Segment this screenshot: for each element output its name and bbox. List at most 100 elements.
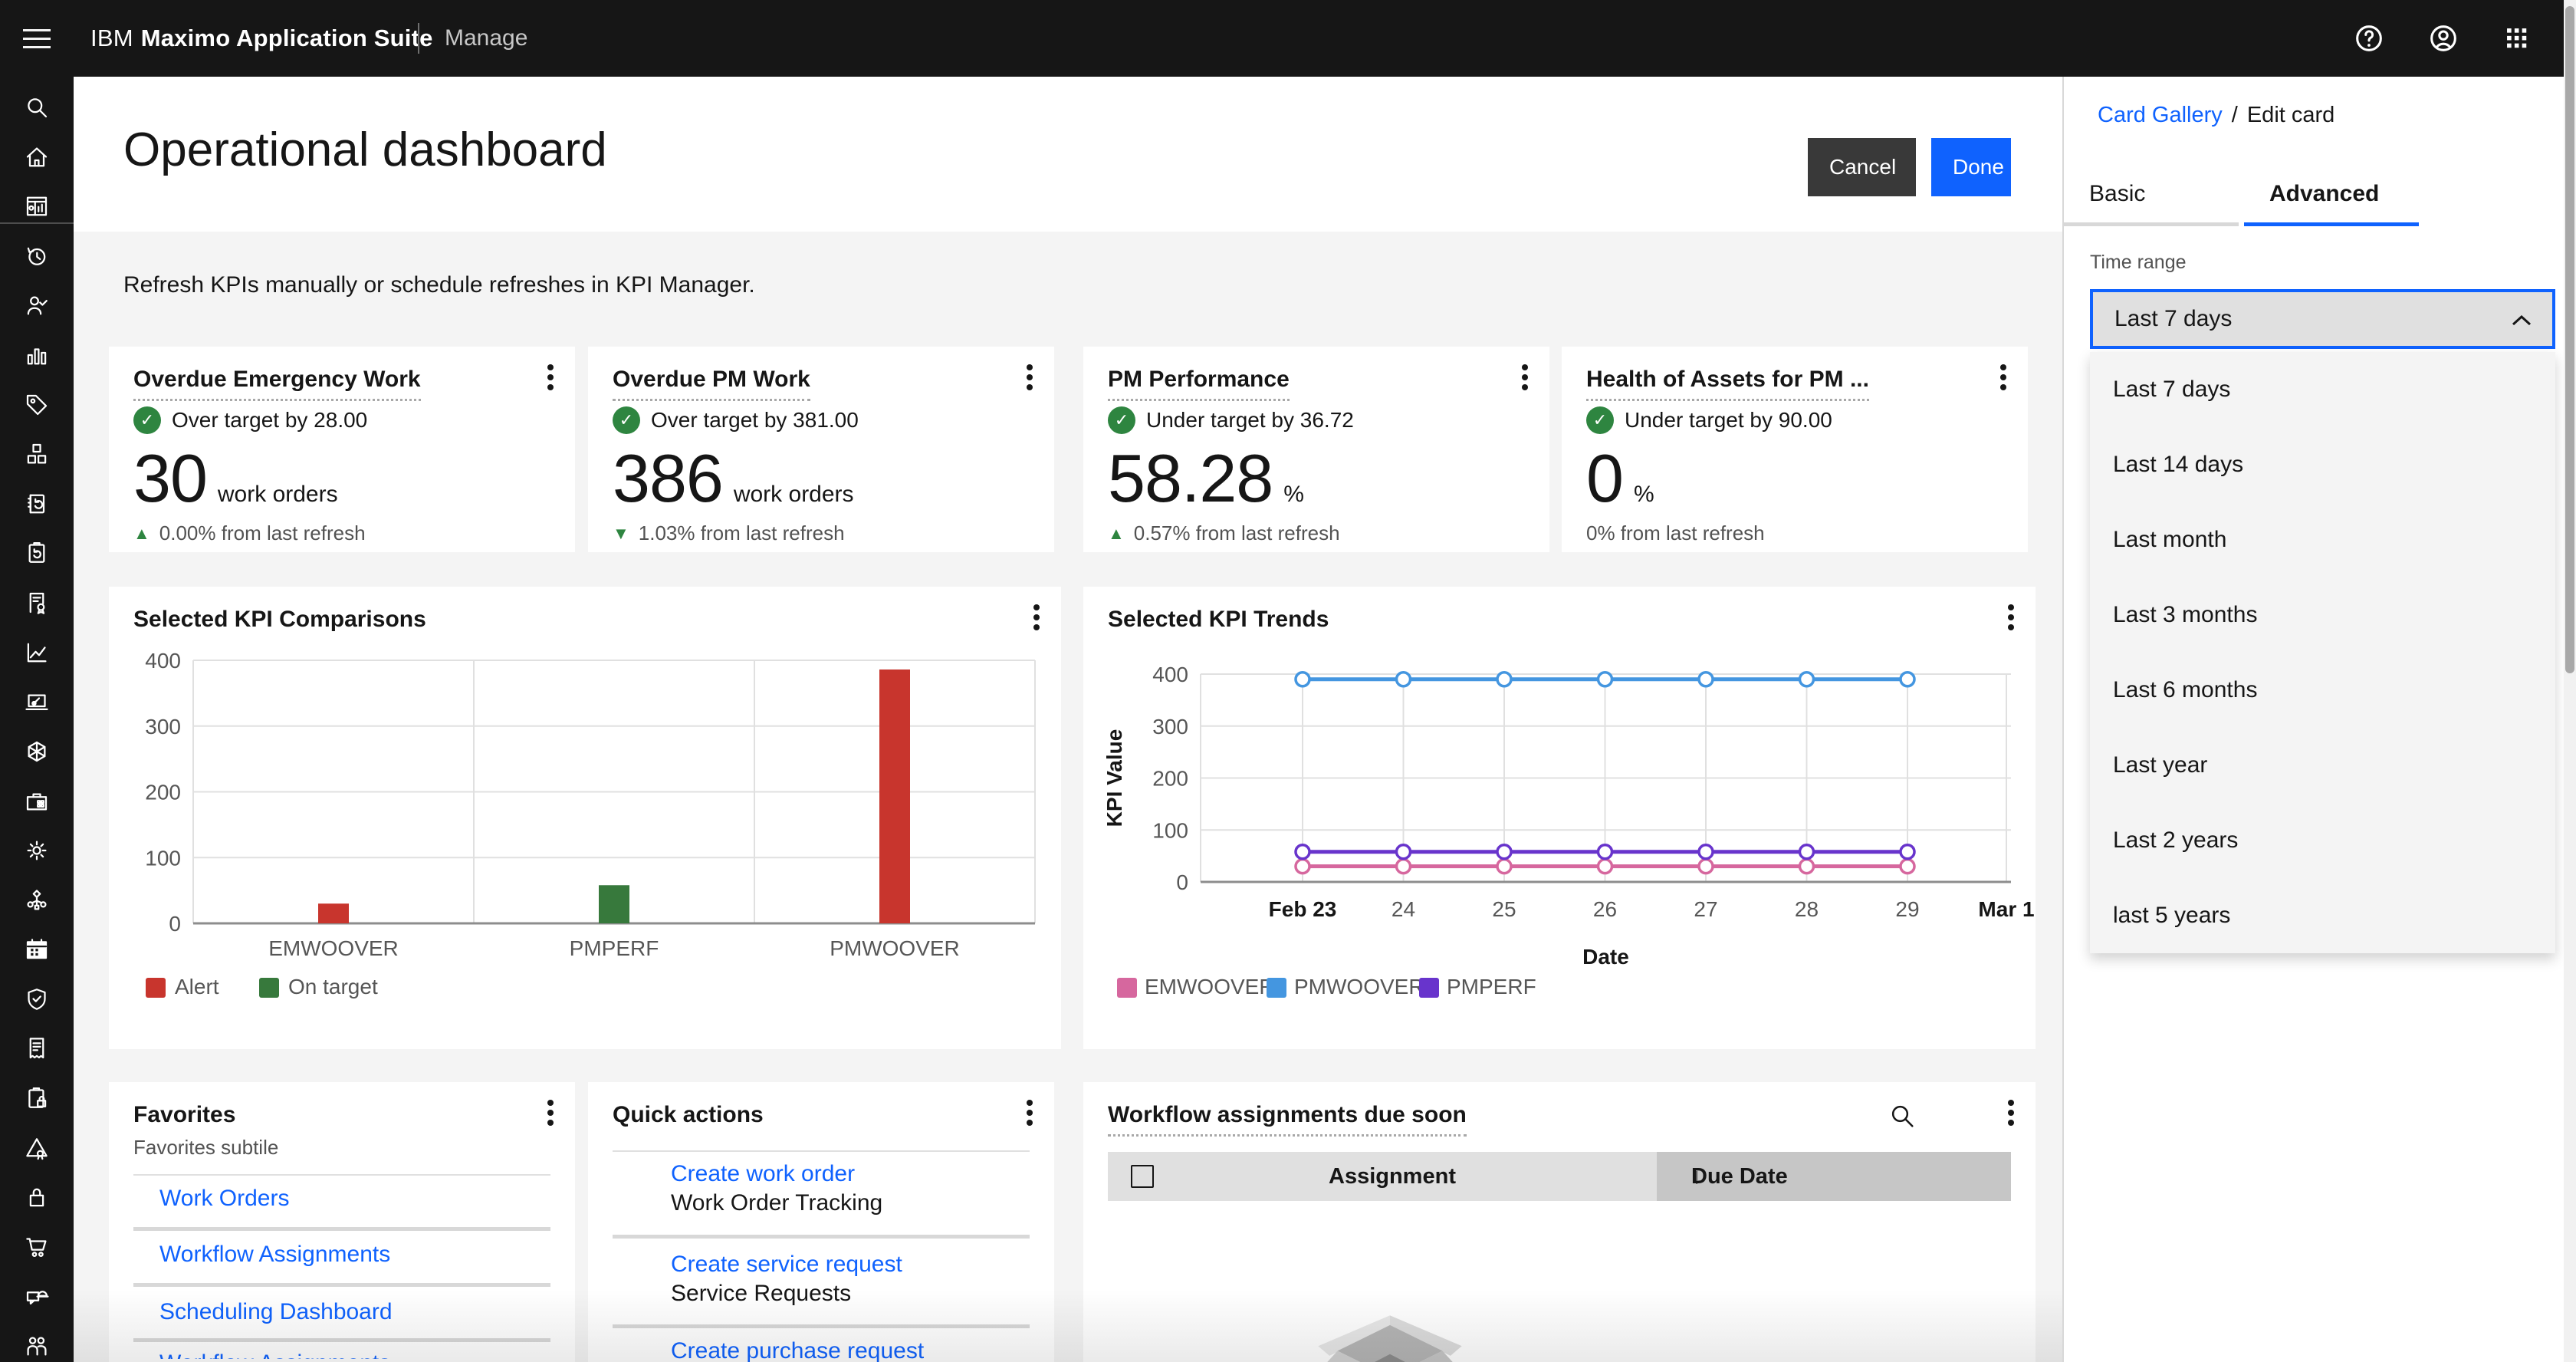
sidebar-item-home[interactable] [0,135,74,179]
sidebar-item-lock[interactable] [0,1175,74,1219]
sidebar-item-receipt[interactable] [0,1026,74,1071]
sidebar-item-calendar[interactable] [0,927,74,972]
overflow-menu-icon[interactable] [1027,374,1033,380]
account-icon[interactable] [2422,17,2465,60]
favorite-link-2[interactable]: Workflow Assignments [159,1242,391,1267]
svg-text:Mar 1: Mar 1 [1978,897,2034,921]
bar-PMWOOVER[interactable] [879,669,910,923]
card-title: Health of Assets for PM ... [1586,367,1869,401]
time-range-dropdown[interactable]: Last 7 days [2090,289,2555,349]
overflow-menu-icon[interactable] [2000,374,2006,380]
app-switcher-icon [2507,28,2527,48]
data-point-PMPERF[interactable] [1899,843,1916,860]
sidebar-item-trend-chart[interactable] [0,630,74,675]
legend-swatch-EMWOOVER [1117,978,1137,998]
sort-descending-icon[interactable]: ↓ [1691,1164,1703,1189]
data-point-PMWOOVER[interactable] [1798,671,1815,688]
data-point-PMPERF[interactable] [1697,843,1714,860]
page-scrollbar-thumb[interactable] [2565,6,2574,673]
sidebar-item-toolbox[interactable] [0,778,74,823]
data-point-PMPERF[interactable] [1798,843,1815,860]
favorite-link-3[interactable]: Scheduling Dashboard [159,1299,393,1324]
data-point-EMWOOVER[interactable] [1496,857,1513,875]
time-range-option-7[interactable]: Last 2 years [2113,827,2239,853]
sidebar-item-clipboard-sync[interactable] [0,531,74,575]
sidebar-item-user-check[interactable] [0,283,74,327]
breadcrumb-card-gallery-link[interactable]: Card Gallery [2098,103,2223,127]
tab-advanced[interactable]: Advanced [2244,163,2419,226]
data-point-PMPERF[interactable] [1395,843,1412,860]
data-point-EMWOOVER[interactable] [1395,857,1412,875]
sidebar-item-people[interactable] [0,1324,74,1362]
sidebar-item-laptop-service[interactable] [0,679,74,724]
overflow-menu-icon[interactable] [1522,374,1528,380]
sidebar-item-shield-check[interactable] [0,977,74,1022]
overflow-menu-icon[interactable] [547,1110,554,1116]
sidebar-item-workflow-network[interactable] [0,878,74,923]
page-scrollbar-track[interactable] [2564,0,2576,1362]
hamburger-menu-icon[interactable] [15,17,58,60]
data-point-PMPERF[interactable] [1596,843,1614,860]
bar-EMWOOVER[interactable] [318,903,349,923]
help-icon [2356,25,2382,51]
time-range-option-2[interactable]: Last 14 days [2113,452,2244,477]
data-point-EMWOOVER[interactable] [1697,857,1714,875]
assignment-column-header[interactable]: Assignment [1160,1152,1657,1201]
data-point-PMWOOVER[interactable] [1496,671,1513,688]
overflow-menu-icon[interactable] [2008,614,2014,620]
data-point-PMWOOVER[interactable] [1899,671,1916,688]
data-point-EMWOOVER[interactable] [1294,857,1311,875]
due-date-column-header[interactable]: Due Date ↓ [1657,1152,2011,1201]
help-icon[interactable] [2348,17,2390,60]
sidebar-item-recent[interactable] [0,234,74,278]
data-point-PMWOOVER[interactable] [1294,671,1311,688]
data-point-EMWOOVER[interactable] [1596,857,1614,875]
time-range-option-8[interactable]: last 5 years [2113,903,2231,928]
sidebar-item-cart[interactable] [0,1225,74,1269]
favorite-link-1[interactable]: Work Orders [159,1186,290,1211]
time-range-option-3[interactable]: Last month [2113,527,2227,552]
sidebar-item-bar-chart[interactable] [0,333,74,377]
time-range-option-5[interactable]: Last 6 months [2113,677,2258,702]
data-point-PMWOOVER[interactable] [1596,671,1614,688]
quick-action-link-3[interactable]: Create purchase request [671,1338,925,1362]
sidebar-item-tag[interactable] [0,383,74,427]
time-range-option-6[interactable]: Last year [2113,752,2208,778]
time-range-option-1[interactable]: Last 7 days [2113,377,2231,402]
sidebar-item-settings[interactable] [0,828,74,873]
data-point-PMWOOVER[interactable] [1697,671,1714,688]
select-all-checkbox[interactable] [1131,1165,1154,1188]
sidebar-item-dashboard[interactable] [0,184,74,229]
quick-action-link-2[interactable]: Create service request [671,1252,902,1277]
overflow-menu-icon[interactable] [1033,614,1040,620]
shield-check-icon [28,988,46,1010]
quick-action-link-1[interactable]: Create work order [671,1161,856,1186]
wheel-icon [28,741,46,762]
bar-PMPERF[interactable] [599,885,629,923]
sidebar-item-book-sync[interactable] [0,482,74,526]
data-point-EMWOOVER[interactable] [1798,857,1815,875]
sidebar-item-report-certificate[interactable] [0,581,74,625]
overflow-menu-icon[interactable] [547,374,554,380]
kpi-status-row: ✓ Over target by 381.00 [613,406,859,434]
time-range-option-4[interactable]: Last 3 months [2113,602,2258,627]
sidebar-item-assets[interactable] [0,432,74,476]
done-button[interactable]: Done [1931,138,2011,196]
data-point-PMPERF[interactable] [1294,843,1311,860]
overflow-menu-icon[interactable] [1027,1110,1033,1116]
sidebar-item-wheel[interactable] [0,729,74,774]
sidebar-item-clipboard-lock[interactable] [0,1076,74,1120]
sidebar-item-search[interactable] [0,85,74,130]
overflow-menu-icon[interactable] [2008,1110,2014,1116]
kpi-trend-row: 0% from last refresh [1586,521,1765,545]
sidebar-item-certificate[interactable] [0,1126,74,1170]
data-point-PMWOOVER[interactable] [1395,671,1412,688]
sidebar-item-service-chat[interactable] [0,1274,74,1318]
cancel-button[interactable]: Cancel [1808,138,1916,196]
data-point-PMPERF[interactable] [1496,843,1513,860]
app-switcher-icon[interactable] [2496,17,2538,60]
search-icon[interactable] [1887,1100,1921,1134]
tab-basic[interactable]: Basic [2064,163,2239,226]
data-point-EMWOOVER[interactable] [1899,857,1916,875]
